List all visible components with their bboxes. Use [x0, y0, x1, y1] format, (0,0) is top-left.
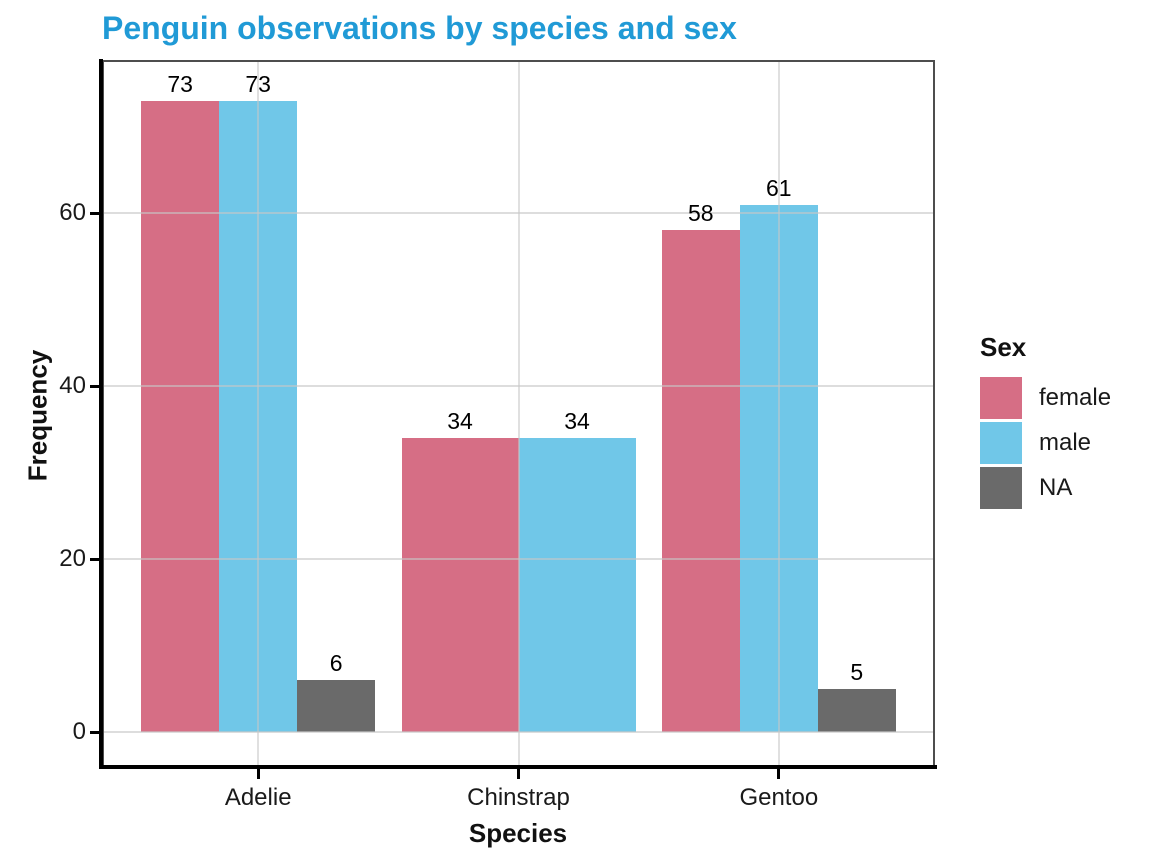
- y-axis-tick-mark: [90, 730, 101, 734]
- gridline-vertical: [257, 60, 260, 767]
- y-axis-tick-mark: [90, 557, 101, 561]
- x-axis-tick-mark: [777, 768, 781, 779]
- x-axis-tick-label: Gentoo: [739, 784, 819, 811]
- legend-item-male: male: [980, 422, 1111, 464]
- y-axis-tick-mark: [90, 384, 101, 388]
- legend: Sex female male NA: [980, 332, 1111, 512]
- x-axis-tick-label: Chinstrap: [467, 784, 570, 811]
- bar-gentoo-na: [817, 689, 896, 733]
- x-axis-line: [99, 765, 937, 769]
- bar-adelie-na: [297, 680, 376, 733]
- x-axis-tick-mark: [256, 768, 260, 779]
- chart-title: Penguin observations by species and sex: [102, 10, 737, 46]
- legend-swatch-female: [980, 377, 1022, 419]
- x-axis-tick-label: Adelie: [224, 784, 292, 811]
- bar-value-label: 6: [329, 650, 343, 677]
- bar-gentoo-female: [661, 230, 740, 733]
- y-axis-tick-label: 0: [72, 718, 86, 746]
- x-axis-tick-mark: [517, 768, 520, 779]
- legend-item-female: female: [980, 377, 1111, 419]
- bar-value-label: 73: [167, 70, 193, 97]
- legend-label: NA: [1039, 474, 1073, 501]
- legend-swatch-male: [980, 422, 1022, 464]
- bar-value-label: 58: [688, 200, 714, 227]
- y-axis-tick-label: 40: [59, 372, 86, 400]
- plot-panel: 73 73 6 34 34 58 61 5: [102, 60, 935, 767]
- gridline-vertical: [517, 60, 520, 767]
- bar-adelie-female: [141, 100, 220, 733]
- gridline-vertical: [777, 60, 780, 767]
- y-axis-line: [99, 59, 103, 769]
- y-axis-tick-label: 60: [59, 199, 86, 227]
- bar-value-label: 5: [850, 659, 864, 686]
- legend-label: female: [1039, 384, 1112, 411]
- bar-value-label: 34: [564, 408, 590, 435]
- legend-title: Sex: [980, 332, 1027, 362]
- legend-item-na: NA: [980, 467, 1111, 509]
- x-axis-title: Species: [468, 818, 568, 848]
- bar-chinstrap-female: [401, 438, 519, 733]
- legend-swatch-na: [980, 467, 1022, 509]
- bar-chinstrap-male: [518, 438, 636, 733]
- bar-value-label: 61: [766, 174, 792, 201]
- y-axis-tick-mark: [90, 211, 101, 215]
- legend-label: male: [1039, 429, 1092, 456]
- bar-value-label: 73: [245, 70, 271, 97]
- bar-value-label: 34: [447, 408, 473, 435]
- y-axis-tick-label: 20: [59, 545, 86, 573]
